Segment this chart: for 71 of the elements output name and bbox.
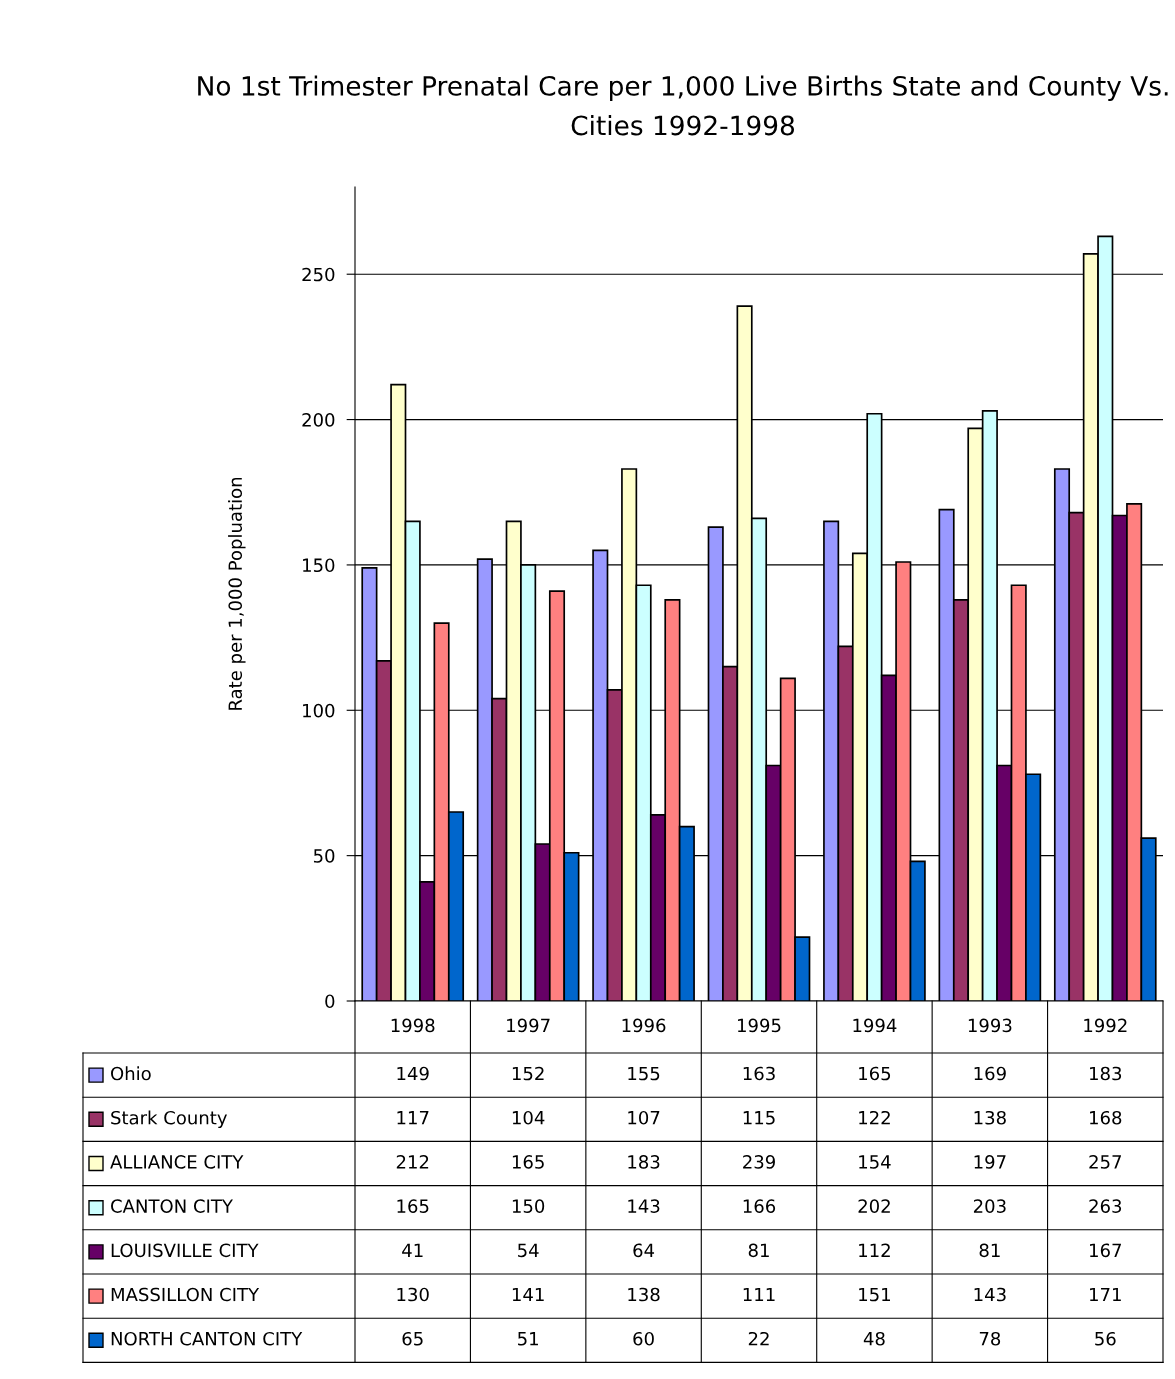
data-label: 122 [859, 1110, 890, 1125]
data-label: 171 [1090, 1287, 1121, 1302]
data-label: 65 [402, 1331, 423, 1346]
data-label: 165 [859, 1066, 891, 1081]
data-label: 152 [512, 1066, 544, 1081]
data-label: 165 [512, 1155, 544, 1169]
data-label: 166 [743, 1199, 776, 1213]
x-tick-label: 1998 [391, 1018, 435, 1033]
x-tick-label: 1997 [507, 1018, 550, 1033]
data-label: 60 [633, 1331, 654, 1346]
data-label: 257 [1089, 1155, 1121, 1169]
x-tick-label: 1996 [622, 1018, 666, 1033]
y-tick-label: 100 [303, 703, 335, 718]
y-tick-label: 250 [302, 267, 335, 282]
y-tick-label: 0 [325, 994, 335, 1009]
data-label: 64 [633, 1243, 655, 1258]
data-label: 51 [518, 1332, 538, 1346]
data-label: 22 [748, 1331, 769, 1346]
data-label: 54 [518, 1243, 539, 1258]
data-label: 154 [859, 1155, 891, 1169]
data-label: 197 [974, 1155, 1006, 1169]
y-axis-title: Rate per 1,000 Popluation [228, 477, 246, 710]
data-label: 149 [397, 1066, 429, 1081]
data-label: 56 [1095, 1331, 1116, 1346]
data-label: 163 [743, 1066, 775, 1081]
data-label: 111 [743, 1287, 775, 1302]
data-label: 143 [628, 1199, 660, 1213]
legend-label: NORTH CANTON CITY [111, 1331, 303, 1346]
legend-label: CANTON CITY [111, 1199, 233, 1213]
x-tick-label: 1993 [968, 1018, 1012, 1033]
data-label: 183 [628, 1155, 660, 1169]
data-label: 167 [1090, 1243, 1121, 1258]
y-tick-label: 150 [303, 558, 335, 573]
data-label: 41 [402, 1243, 423, 1257]
data-label: 78 [979, 1331, 1001, 1346]
data-label: 203 [973, 1199, 1006, 1213]
x-tick-label: 1994 [853, 1018, 897, 1033]
chart-title: No 1st Trimester Prenatal Care per 1,000 Live Births State and County Vs. Cities 1992-1998 [198, 75, 1168, 136]
data-label: 107 [628, 1110, 660, 1125]
data-label: 81 [979, 1243, 1000, 1258]
data-label: 141 [512, 1287, 544, 1302]
y-tick-label: 200 [302, 413, 335, 427]
data-label: 130 [397, 1287, 429, 1302]
data-label: 212 [396, 1155, 429, 1169]
data-label: 150 [512, 1199, 545, 1213]
data-label: 202 [858, 1199, 890, 1213]
data-label: 115 [743, 1111, 775, 1125]
data-label: 48 [863, 1331, 885, 1346]
data-label: 143 [974, 1287, 1006, 1302]
data-label: 263 [1089, 1199, 1122, 1213]
data-label: 138 [974, 1110, 1006, 1125]
data-label: 104 [512, 1110, 545, 1125]
data-label: 239 [743, 1155, 775, 1169]
data-label: 169 [974, 1066, 1006, 1081]
data-label: 81 [748, 1243, 769, 1258]
data-label: 183 [1090, 1066, 1122, 1081]
data-label: 168 [1090, 1110, 1122, 1125]
x-tick-label: 1995 [738, 1018, 781, 1033]
data-label: 112 [859, 1243, 890, 1257]
data-label: 138 [628, 1287, 660, 1302]
legend-label: Stark County [111, 1110, 227, 1129]
legend-label: MASSILLON CITY [111, 1287, 260, 1302]
legend-label: Ohio [111, 1066, 151, 1081]
x-tick-label: 1992 [1084, 1018, 1127, 1033]
data-label: 151 [859, 1287, 890, 1302]
legend-label: LOUISVILLE CITY [111, 1243, 259, 1258]
data-label: 117 [397, 1111, 429, 1125]
y-tick-label: 50 [313, 849, 335, 863]
data-label: 155 [628, 1066, 660, 1081]
legend-label: ALLIANCE CITY [110, 1155, 244, 1169]
data-label: 165 [397, 1199, 429, 1213]
